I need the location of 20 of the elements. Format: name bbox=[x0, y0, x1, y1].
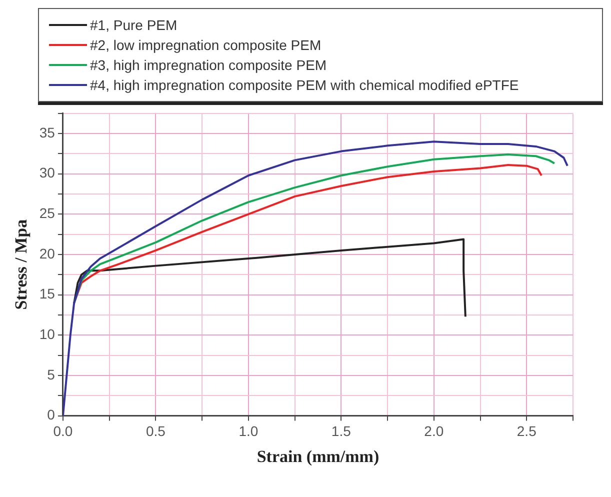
legend-label: #3, high impregnation composite PEM bbox=[90, 57, 327, 73]
y-axis-title: Stress / Mpa bbox=[12, 218, 31, 310]
x-tick-label: 0.0 bbox=[53, 423, 73, 440]
y-tick-label: 25 bbox=[39, 205, 56, 222]
y-tick-label: 20 bbox=[39, 245, 56, 262]
y-tick-label: 35 bbox=[39, 124, 56, 140]
x-tick-label: 0.5 bbox=[146, 423, 166, 440]
y-tick-label: 10 bbox=[39, 326, 56, 342]
y-tick-label: 15 bbox=[39, 286, 56, 302]
x-tick-label: 2.5 bbox=[516, 423, 537, 440]
x-tick-label: 2.0 bbox=[424, 423, 444, 440]
legend-label: #2, low impregnation composite PEM bbox=[90, 37, 322, 53]
y-tick-label: 5 bbox=[47, 366, 56, 382]
legend-label: #4, high impregnation composite PEM with chemical modified ePTFE bbox=[90, 77, 519, 93]
x-tick-label: 1.5 bbox=[331, 423, 352, 440]
x-tick-label: 1.0 bbox=[238, 423, 258, 440]
legend-label: #1, Pure PEM bbox=[90, 17, 178, 33]
y-tick-label: 30 bbox=[39, 164, 56, 181]
x-axis-title: Strain (mm/mm) bbox=[256, 447, 380, 466]
y-tick-label: 0 bbox=[47, 406, 56, 423]
